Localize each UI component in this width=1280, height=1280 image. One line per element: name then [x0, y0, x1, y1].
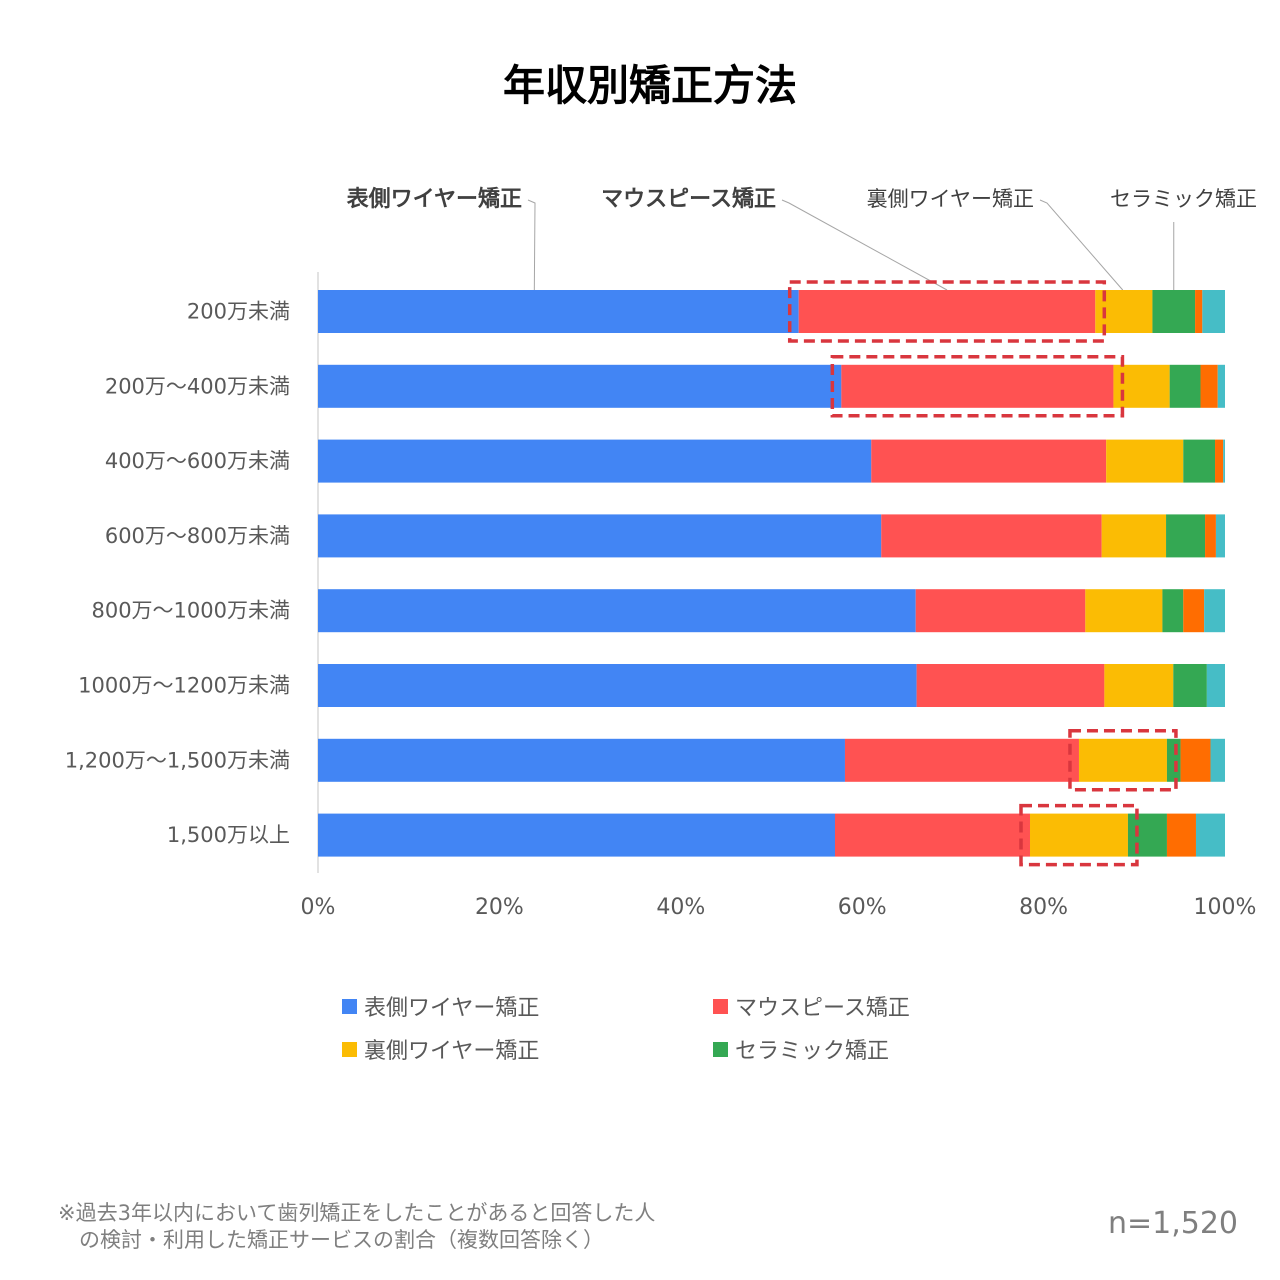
- bar-segment: [318, 364, 842, 408]
- x-tick-label: 60%: [838, 895, 887, 920]
- bar-segment: [841, 364, 1114, 408]
- legend-label: 表側ワイヤー矯正: [364, 996, 540, 1021]
- bar-segment: [1195, 290, 1203, 333]
- bar-segment: [1217, 364, 1225, 408]
- footnote-line: ※過去3年以内において歯列矯正をしたことがあると回答した人: [58, 1201, 656, 1225]
- bar-segment: [1204, 589, 1225, 633]
- bar-segment: [318, 738, 845, 782]
- bar-segment: [1085, 589, 1163, 633]
- legend-swatch: [713, 998, 728, 1014]
- annotation-leader-line: [781, 199, 948, 291]
- bar-segment: [1169, 364, 1201, 408]
- footnote: ※過去3年以内において歯列矯正をしたことがあると回答した人 の検討・利用した矯正…: [58, 1200, 655, 1254]
- footnote-line: の検討・利用した矯正サービスの割合（複数回答除く）: [58, 1228, 604, 1252]
- legend-item: 裏側ワイヤー矯正: [342, 1033, 539, 1065]
- bar-segment: [1152, 290, 1196, 333]
- bar-segment: [1166, 813, 1196, 857]
- highlight-box: [787, 280, 1107, 343]
- bar-segment: [1200, 364, 1218, 408]
- legend-item: セラミック矯正: [713, 1033, 889, 1065]
- category-labels: 200万未満 200万～400万未満 400万～600万未満 600万～800万未満 8…: [65, 300, 290, 848]
- annotation-label: 表側ワイヤー矯正: [347, 186, 522, 212]
- annotation-label: セラミック矯正: [1110, 187, 1257, 211]
- legend-label: セラミック矯正: [735, 1039, 890, 1064]
- bar-segment: [1162, 589, 1184, 633]
- legend-swatch: [342, 1041, 357, 1057]
- bar-segment: [318, 290, 799, 333]
- x-tick-label: 100%: [1194, 895, 1257, 920]
- legend-item: 表側ワイヤー矯正: [342, 990, 539, 1022]
- highlight-box: [1019, 803, 1139, 867]
- bar-segment: [1202, 290, 1225, 333]
- bar-segment: [1104, 664, 1174, 707]
- bar-segment: [318, 439, 872, 483]
- bar-segment: [1173, 664, 1207, 707]
- bar-segment: [1183, 589, 1205, 633]
- bar-segment: [1101, 514, 1167, 558]
- annotation-leader-line: [1039, 199, 1124, 291]
- bar-segment: [871, 439, 1107, 483]
- sample-size: n=1,520: [1107, 1206, 1238, 1241]
- chart-plot-area: 表側ワイヤー矯正 マウスピース矯正 裏側ワイヤー矯正 セラミック矯正 200万未満20…: [65, 186, 1257, 920]
- bar-segment: [1078, 738, 1167, 782]
- bar-segment: [834, 813, 1030, 857]
- bar-segment: [318, 514, 882, 558]
- category-label: 200万～400万未満: [105, 374, 290, 398]
- bar-segment: [1223, 439, 1225, 483]
- bar-segment: [1029, 813, 1128, 857]
- legend-swatch: [713, 1041, 728, 1057]
- bar-segment: [1127, 813, 1167, 857]
- category-label: 600万～800万未満: [105, 524, 290, 548]
- annotations-layer: 表側ワイヤー矯正 マウスピース矯正 裏側ワイヤー矯正 セラミック矯正: [347, 186, 1257, 291]
- category-label: 1,200万～1,500万未満: [65, 748, 290, 772]
- annotation-label: マウスピース矯正: [601, 186, 776, 212]
- bar-segment: [798, 290, 1096, 333]
- legend-label: 裏側ワイヤー矯正: [364, 1039, 540, 1064]
- highlight-box: [830, 355, 1125, 418]
- x-tick-label: 20%: [475, 895, 524, 920]
- bar-segment: [1180, 738, 1211, 782]
- legend-item: マウスピース矯正: [713, 990, 910, 1022]
- annotation-label: 裏側ワイヤー矯正: [867, 187, 1034, 211]
- bar-segment: [1106, 439, 1184, 483]
- bar-segment: [1215, 439, 1224, 483]
- bar-segment: [1205, 514, 1216, 558]
- bars-layer: [318, 290, 1225, 857]
- highlight-box: [1068, 729, 1178, 792]
- highlights-layer: [787, 280, 1178, 867]
- bar-segment: [915, 589, 1086, 633]
- bar-segment: [1166, 514, 1206, 558]
- category-label: 200万未満: [187, 300, 290, 324]
- x-tick-labels: 0% 20% 40% 60% 80% 100%: [301, 895, 1257, 920]
- bar-segment: [1166, 738, 1181, 782]
- category-label: 800万～1000万未満: [91, 599, 290, 623]
- annotation-leader-line: [527, 199, 536, 291]
- bar-segment: [844, 738, 1079, 782]
- category-label: 1,500万以上: [167, 823, 290, 847]
- bar-segment: [1195, 813, 1225, 857]
- x-tick-label: 0%: [301, 895, 336, 920]
- bar-segment: [916, 664, 1105, 707]
- category-label: 400万～600万未満: [105, 449, 290, 473]
- bar-segment: [1183, 439, 1216, 483]
- bar-segment: [1206, 664, 1225, 707]
- bar-segment: [318, 589, 916, 633]
- category-label: 1000万～1200万未満: [78, 674, 290, 698]
- bar-segment: [881, 514, 1102, 558]
- legend-label: マウスピース矯正: [735, 996, 910, 1021]
- bar-segment: [318, 664, 917, 707]
- bar-segment: [1215, 514, 1225, 558]
- bar-segment: [1113, 364, 1170, 408]
- chart-title: 年収別矯正方法: [502, 61, 797, 110]
- bar-segment: [318, 813, 835, 857]
- legend-swatch: [342, 998, 357, 1014]
- x-tick-label: 80%: [1019, 895, 1068, 920]
- x-tick-label: 40%: [656, 895, 705, 920]
- bar-segment: [1210, 738, 1225, 782]
